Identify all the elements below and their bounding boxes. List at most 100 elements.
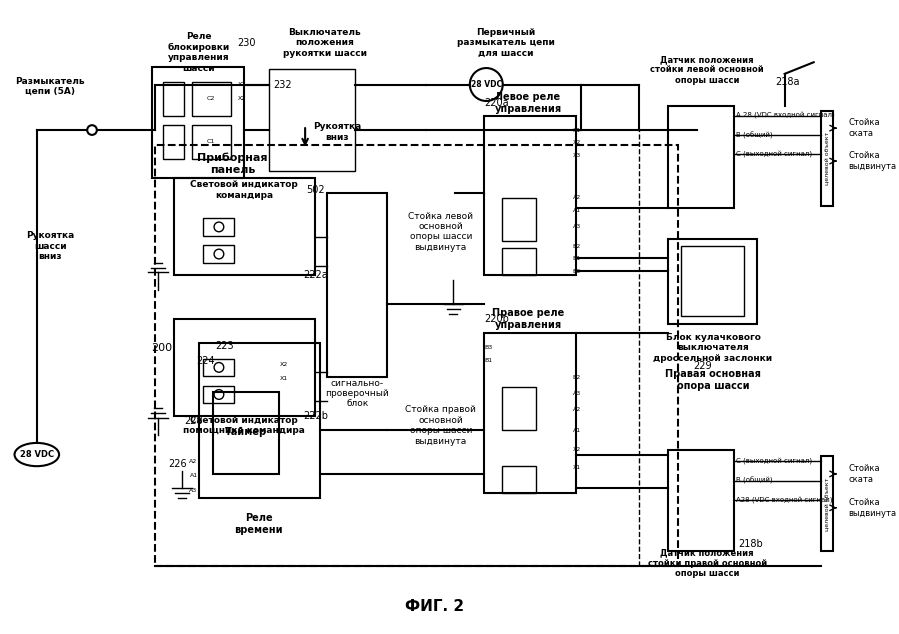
- Bar: [822, 111, 833, 205]
- Text: Реле
блокировки
управления
шасси: Реле блокировки управления шасси: [167, 32, 230, 73]
- Bar: [203, 218, 235, 236]
- Text: B1: B1: [485, 358, 493, 363]
- Bar: [191, 125, 230, 159]
- Text: Правое реле
управления: Правое реле управления: [492, 308, 564, 330]
- Text: Блок кулачкового
выключателя
дроссельной заслонки: Блок кулачкового выключателя дроссельной…: [654, 333, 772, 363]
- Text: 502: 502: [307, 185, 325, 195]
- Text: 218a: 218a: [775, 77, 799, 87]
- Text: Левое реле
управления: Левое реле управления: [494, 92, 562, 113]
- Text: X2: X2: [280, 362, 289, 367]
- Text: Приборная
панель: Приборная панель: [197, 153, 268, 175]
- Text: 218b: 218b: [738, 539, 763, 548]
- Text: A1: A1: [573, 428, 581, 433]
- Text: B2: B2: [573, 375, 581, 380]
- Bar: [668, 450, 734, 552]
- Text: 220b: 220b: [485, 314, 509, 324]
- Text: B2: B2: [573, 244, 581, 249]
- Bar: [203, 359, 235, 376]
- Text: X1: X1: [573, 465, 581, 470]
- Text: C2: C2: [207, 96, 216, 101]
- Bar: [502, 249, 536, 275]
- Text: X3: X3: [573, 153, 581, 158]
- Bar: [485, 115, 576, 275]
- Text: целевой объект: целевой объект: [824, 477, 830, 531]
- Bar: [502, 387, 536, 430]
- Text: Датчик положения
стойки правой основной
опоры шасси: Датчик положения стойки правой основной …: [647, 548, 767, 578]
- Bar: [270, 69, 354, 171]
- Text: Стойка правой
основной
опоры шасси
выдвинута: Стойка правой основной опоры шасси выдви…: [405, 405, 476, 446]
- Text: 220a: 220a: [485, 98, 509, 108]
- Text: X1: X1: [573, 127, 581, 133]
- Text: A3: A3: [190, 488, 198, 493]
- Text: A3: A3: [573, 224, 581, 230]
- Bar: [327, 193, 387, 377]
- Text: A3: A3: [573, 391, 581, 396]
- Bar: [174, 319, 315, 416]
- Bar: [668, 106, 734, 207]
- Text: 226: 226: [168, 459, 187, 469]
- Text: Правая основная
опора шасси: Правая основная опора шасси: [665, 369, 761, 391]
- Text: B3: B3: [485, 346, 493, 351]
- Text: сигнально-
проверочный
блок: сигнально- проверочный блок: [325, 378, 389, 408]
- Text: A2: A2: [573, 408, 581, 413]
- Text: X1: X1: [237, 82, 245, 87]
- Text: 28 VDC: 28 VDC: [20, 450, 54, 459]
- Text: Размыкатель
цепи (5А): Размыкатель цепи (5А): [15, 77, 85, 96]
- Text: B (общий): B (общий): [736, 477, 773, 484]
- Text: X1: X1: [280, 377, 288, 382]
- Text: A 28 (VDC входной сигнал): A 28 (VDC входной сигнал): [736, 112, 835, 119]
- Text: A2: A2: [190, 459, 198, 464]
- Text: X2: X2: [573, 140, 581, 145]
- Text: X2: X2: [573, 447, 581, 452]
- Text: 224: 224: [196, 356, 215, 366]
- Text: 223: 223: [216, 341, 234, 351]
- Text: 28 VDC: 28 VDC: [471, 80, 502, 89]
- Text: A28 (VDC входной сигнал): A28 (VDC входной сигнал): [736, 496, 832, 503]
- Text: Стойка
ската: Стойка ската: [849, 119, 880, 138]
- Text: Стойка левой
основной
опоры шасси
выдвинута: Стойка левой основной опоры шасси выдвин…: [408, 212, 473, 252]
- Text: целевой объект: целевой объект: [824, 131, 830, 184]
- Text: 228: 228: [184, 416, 203, 425]
- Bar: [213, 392, 279, 474]
- Bar: [163, 82, 184, 115]
- Text: B (общий): B (общий): [736, 131, 773, 139]
- Text: C1: C1: [207, 139, 215, 144]
- Text: Стойка
выдвинута: Стойка выдвинута: [849, 152, 896, 171]
- Text: 222a: 222a: [303, 270, 328, 280]
- Text: Выключатель
положения
рукоятки шасси: Выключатель положения рукоятки шасси: [282, 28, 367, 58]
- Text: B1: B1: [573, 256, 581, 261]
- Text: Рукоятка
вниз: Рукоятка вниз: [313, 122, 361, 141]
- Text: 229: 229: [693, 361, 712, 372]
- Text: B3: B3: [573, 269, 581, 274]
- Bar: [155, 145, 678, 566]
- Text: Стойка
ската: Стойка ската: [849, 464, 880, 484]
- Text: A1: A1: [573, 208, 581, 213]
- Bar: [822, 456, 833, 552]
- Bar: [199, 343, 320, 498]
- Text: Рукоятка
шасси
вниз: Рукоятка шасси вниз: [26, 231, 75, 261]
- Text: C (выходной сигнал): C (выходной сигнал): [736, 151, 813, 158]
- Text: ФИГ. 2: ФИГ. 2: [405, 599, 465, 614]
- Bar: [152, 67, 245, 179]
- Text: 232: 232: [273, 79, 292, 89]
- Bar: [681, 246, 744, 316]
- Bar: [163, 125, 184, 159]
- Text: Реле
времени: Реле времени: [235, 514, 283, 535]
- Bar: [191, 82, 230, 115]
- Text: Световой индикатор
помощника командира: Световой индикатор помощника командира: [183, 416, 305, 435]
- Bar: [668, 238, 758, 324]
- Text: Первичный
размыкатель цепи
для шасси: Первичный размыкатель цепи для шасси: [457, 28, 555, 58]
- Bar: [502, 466, 536, 493]
- Bar: [203, 245, 235, 262]
- Bar: [485, 333, 576, 493]
- Text: 222b: 222b: [303, 411, 328, 421]
- Text: Датчик положения
стойки левой основной
опоры шасси: Датчик положения стойки левой основной о…: [650, 55, 764, 85]
- Text: 200: 200: [151, 343, 173, 353]
- Text: 230: 230: [237, 38, 256, 48]
- Bar: [502, 198, 536, 242]
- Text: A2: A2: [573, 195, 581, 200]
- Text: X2: X2: [237, 96, 245, 101]
- Bar: [203, 385, 235, 403]
- Text: A1: A1: [190, 474, 198, 479]
- Text: Таймер: Таймер: [225, 427, 267, 437]
